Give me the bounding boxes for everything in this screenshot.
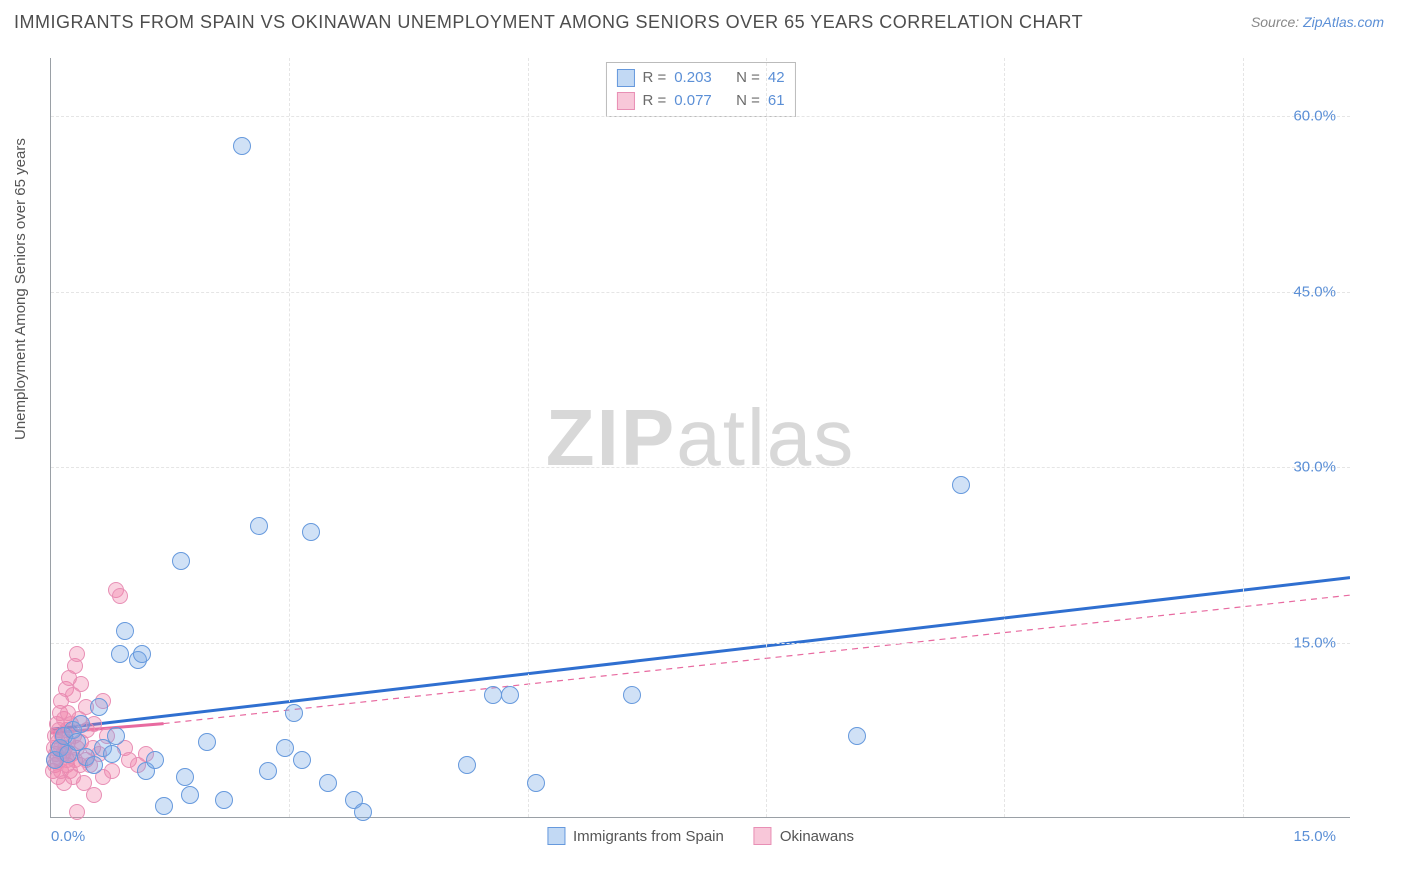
x-tick-label: 0.0% [51,828,85,845]
grid-line-v [766,58,767,817]
swatch-blue [547,827,565,845]
data-point-blue [103,745,121,763]
data-point-blue [293,751,311,769]
data-point-blue [952,476,970,494]
legend-label: Immigrants from Spain [573,828,724,845]
grid-line-h [51,467,1350,468]
data-point-blue [302,523,320,541]
y-tick-label: 30.0% [1293,459,1336,476]
x-tick-label: 15.0% [1293,828,1336,845]
data-point-blue [259,762,277,780]
n-value: 61 [768,90,785,113]
scatter-plot: ZIPatlas R = 0.203 N = 42 R = 0.077 N = … [50,58,1350,818]
data-point-blue [215,791,233,809]
data-point-blue [176,768,194,786]
trend-line [164,595,1350,723]
n-label: N = [736,90,760,113]
data-point-blue [111,645,129,663]
r-value: 0.077 [674,90,712,113]
n-value: 42 [768,67,785,90]
grid-line-h [51,643,1350,644]
r-label: R = [642,67,666,90]
data-point-blue [72,715,90,733]
source-prefix: Source: [1251,14,1303,30]
data-point-blue [623,686,641,704]
trend-line [51,578,1350,730]
grid-line-h [51,292,1350,293]
data-point-blue [233,137,251,155]
source-attribution: Source: ZipAtlas.com [1251,14,1384,30]
swatch-blue [616,69,634,87]
legend-item-pink: Okinawans [754,827,854,845]
data-point-pink [73,676,89,692]
data-point-blue [250,517,268,535]
data-point-pink [69,804,85,820]
data-point-blue [484,686,502,704]
stats-legend: R = 0.203 N = 42 R = 0.077 N = 61 [605,62,795,117]
y-tick-label: 60.0% [1293,108,1336,125]
trend-lines-svg [51,58,1350,817]
data-point-blue [155,797,173,815]
source-link[interactable]: ZipAtlas.com [1303,14,1384,30]
stats-row-blue: R = 0.203 N = 42 [616,67,784,90]
data-point-blue [116,622,134,640]
swatch-pink [754,827,772,845]
grid-line-v [1243,58,1244,817]
r-label: R = [642,90,666,113]
data-point-blue [85,756,103,774]
data-point-blue [319,774,337,792]
data-point-pink [104,763,120,779]
data-point-blue [501,686,519,704]
r-value: 0.203 [674,67,712,90]
data-point-blue [527,774,545,792]
legend-label: Okinawans [780,828,854,845]
data-point-blue [276,739,294,757]
y-tick-label: 45.0% [1293,283,1336,300]
data-point-blue [107,727,125,745]
chart-title: IMMIGRANTS FROM SPAIN VS OKINAWAN UNEMPL… [14,12,1083,33]
data-point-blue [458,756,476,774]
grid-line-h [51,116,1350,117]
data-point-blue [172,552,190,570]
watermark: ZIPatlas [546,392,855,484]
data-point-pink [69,646,85,662]
data-point-pink [86,787,102,803]
data-point-pink [112,588,128,604]
legend-item-blue: Immigrants from Spain [547,827,724,845]
y-axis-label: Unemployment Among Seniors over 65 years [12,138,29,440]
series-legend: Immigrants from Spain Okinawans [547,827,854,845]
data-point-blue [133,645,151,663]
data-point-blue [848,727,866,745]
grid-line-v [528,58,529,817]
swatch-pink [616,92,634,110]
stats-row-pink: R = 0.077 N = 61 [616,90,784,113]
n-label: N = [736,67,760,90]
data-point-blue [354,803,372,821]
data-point-blue [90,698,108,716]
data-point-blue [146,751,164,769]
data-point-blue [181,786,199,804]
data-point-blue [285,704,303,722]
data-point-blue [198,733,216,751]
grid-line-v [1004,58,1005,817]
y-tick-label: 15.0% [1293,634,1336,651]
